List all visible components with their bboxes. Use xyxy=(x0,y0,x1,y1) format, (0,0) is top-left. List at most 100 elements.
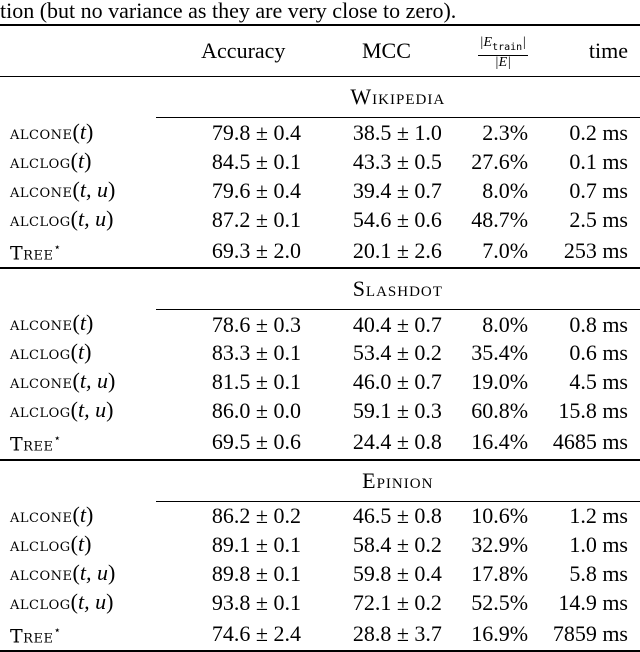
method-args: t xyxy=(79,502,86,528)
mcc-cell: 58.4 ± 0.2 xyxy=(352,532,442,558)
train-fraction-cell: 27.6% xyxy=(471,148,529,174)
table-row: alcone(t) 78.6 ± 0.3 40.4 ± 0.7 8.0% 0.8 ms xyxy=(0,309,640,338)
header-train-fraction: |Etrain| |E| xyxy=(441,26,529,77)
method-args: t, u xyxy=(77,205,107,231)
mcc-cell: 72.1 ± 0.2 xyxy=(352,590,442,616)
mcc-cell: 20.1 ± 2.6 xyxy=(300,233,442,269)
method-cell: Tree⋆ xyxy=(0,425,156,461)
time-cell: 1.0 ms xyxy=(569,532,628,558)
mcc-cell: 39.4 ± 0.7 xyxy=(352,177,442,203)
train-fraction-cell: 7.0% xyxy=(441,233,529,269)
time-cell: 0.2 ms xyxy=(569,119,628,145)
header-mcc: MCC xyxy=(300,26,442,77)
train-fraction-cell: 10.6% xyxy=(471,503,529,529)
method-name: alclog xyxy=(10,150,71,173)
train-fraction-cell: 2.3% xyxy=(482,119,529,145)
train-fraction-cell: 17.8% xyxy=(471,561,529,587)
mcc-cell: 38.5 ± 1.0 xyxy=(352,119,442,145)
method-cell: alcone(t, u) xyxy=(10,560,116,586)
dataset-name: Slashdot xyxy=(155,267,640,310)
table-row: alcone(t) 86.2 ± 0.2 46.5 ± 0.8 10.6% 1.2 ms xyxy=(0,501,640,530)
train-fraction-cell: 8.0% xyxy=(482,177,529,203)
time-cell: 4.5 ms xyxy=(569,369,628,395)
mcc-cell: 43.3 ± 0.5 xyxy=(352,148,442,174)
header-accuracy: Accuracy xyxy=(155,26,301,77)
time-cell: 15.8 ms xyxy=(558,398,628,424)
train-fraction-cell: 19.0% xyxy=(471,369,529,395)
time-cell: 0.6 ms xyxy=(569,340,628,366)
method-args: t, u xyxy=(77,589,107,615)
results-table-body: Accuracy MCC |Etrain| |E| time Wikipedia… xyxy=(0,24,640,652)
method-name: alcone xyxy=(10,371,73,394)
dataset-header-row: Wikipedia xyxy=(0,76,640,118)
train-fraction-cell: 52.5% xyxy=(471,590,529,616)
method-args: t, u xyxy=(77,397,107,423)
table-row: alcone(t, u) 81.5 ± 0.1 46.0 ± 0.7 19.0% 4.5… xyxy=(0,367,640,396)
header-method xyxy=(0,26,156,77)
method-cell: alclog(t) xyxy=(10,531,92,557)
fraction-numerator: |Etrain| xyxy=(479,35,527,53)
table-row: alcone(t, u) 79.6 ± 0.4 39.4 ± 0.7 8.0% 0.7 … xyxy=(0,176,640,205)
star-mark: ⋆ xyxy=(53,623,61,638)
method-name: alcone xyxy=(10,121,73,144)
header-time: time xyxy=(528,26,640,77)
mcc-cell: 28.8 ± 3.7 xyxy=(300,617,442,652)
method-cell: alcone(t) xyxy=(10,118,94,144)
method-cell: alclog(t) xyxy=(10,147,92,173)
method-name: alclog xyxy=(10,534,71,557)
method-cell: Tree⋆ xyxy=(0,233,156,269)
method-name: alclog xyxy=(10,208,71,231)
time-cell: 1.2 ms xyxy=(569,503,628,529)
method-name: alcone xyxy=(10,313,73,336)
accuracy-cell: 86.2 ± 0.2 xyxy=(211,503,301,529)
table-row: alclog(t) 83.3 ± 0.1 53.4 ± 0.2 35.4% 0.6 ms xyxy=(0,338,640,367)
accuracy-cell: 79.6 ± 0.4 xyxy=(211,177,301,203)
accuracy-cell: 93.8 ± 0.1 xyxy=(211,590,301,616)
method-cell: alcone(t) xyxy=(10,502,94,528)
method-cell: alclog(t) xyxy=(10,339,92,365)
table-row: alclog(t) 89.1 ± 0.1 58.4 ± 0.2 32.9% 1.0 ms xyxy=(0,530,640,559)
table-row: alclog(t) 84.5 ± 0.1 43.3 ± 0.5 27.6% 0.1 ms xyxy=(0,147,640,176)
table-row: alcone(t) 79.8 ± 0.4 38.5 ± 1.0 2.3% 0.2 ms xyxy=(0,118,640,147)
method-args: t, u xyxy=(79,368,108,394)
mcc-cell: 46.0 ± 0.7 xyxy=(352,369,442,395)
method-name: Tree xyxy=(10,625,54,648)
dataset-header-row: Slashdot xyxy=(0,267,640,310)
method-name: alclog xyxy=(10,400,71,423)
mcc-cell: 59.8 ± 0.4 xyxy=(352,561,442,587)
star-mark: ⋆ xyxy=(53,239,61,254)
train-fraction-cell: 60.8% xyxy=(471,398,529,424)
method-args: t xyxy=(77,531,85,557)
accuracy-cell: 89.1 ± 0.1 xyxy=(211,532,301,558)
time-cell: 14.9 ms xyxy=(558,590,628,616)
mcc-cell: 53.4 ± 0.2 xyxy=(352,340,442,366)
dataset-header-spacer xyxy=(0,77,156,118)
train-fraction-cell: 16.4% xyxy=(441,425,529,461)
accuracy-cell: 89.8 ± 0.1 xyxy=(211,561,301,587)
accuracy-cell: 86.0 ± 0.0 xyxy=(211,398,301,424)
subscript-train: train xyxy=(492,41,523,53)
dataset-name: Wikipedia xyxy=(155,76,640,118)
time-cell: 0.1 ms xyxy=(569,148,628,174)
accuracy-cell: 74.6 ± 2.4 xyxy=(155,617,301,652)
method-cell: alclog(t, u) xyxy=(10,205,114,231)
method-cell: alcone(t, u) xyxy=(10,176,116,202)
method-name: alcone xyxy=(10,563,73,586)
method-args: t xyxy=(79,118,86,144)
method-cell: alclog(t, u) xyxy=(10,589,114,615)
method-args: t, u xyxy=(79,560,108,586)
method-args: t xyxy=(79,310,86,336)
dataset-header-spacer xyxy=(0,460,156,502)
fraction-denominator: |E| xyxy=(477,54,529,70)
time-cell: 4685 ms xyxy=(528,425,640,461)
train-fraction-symbol: |Etrain| |E| xyxy=(477,35,529,70)
mcc-cell: 46.5 ± 0.8 xyxy=(352,503,442,529)
mcc-cell: 24.4 ± 0.8 xyxy=(300,425,442,461)
method-name: Tree xyxy=(10,241,54,264)
method-cell: Tree⋆ xyxy=(0,617,156,652)
train-fraction-cell: 48.7% xyxy=(471,206,529,232)
accuracy-cell: 69.3 ± 2.0 xyxy=(155,233,301,269)
time-cell: 7859 ms xyxy=(528,617,640,652)
accuracy-cell: 81.5 ± 0.1 xyxy=(211,369,301,395)
table-row: alclog(t, u) 86.0 ± 0.0 59.1 ± 0.3 60.8% 15.… xyxy=(0,396,640,425)
